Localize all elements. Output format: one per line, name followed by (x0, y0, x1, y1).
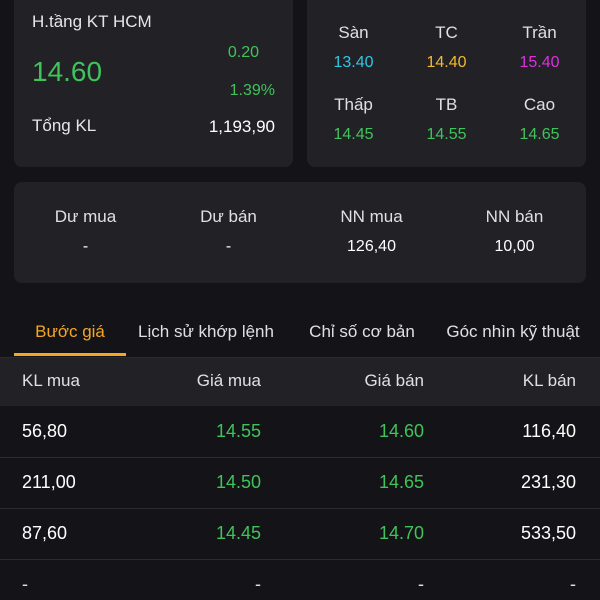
price-change-percent: 1.39% (229, 82, 275, 99)
detail-tabs: Bước giá Lịch sử khớp lệnh Chỉ số cơ bản… (14, 308, 600, 358)
ceiling-price: Trần 15.40 (493, 22, 586, 90)
tab-fundamentals[interactable]: Chỉ số cơ bản (309, 322, 415, 341)
reference-value: 15.40 (519, 54, 560, 71)
flow-value: - (225, 238, 232, 255)
sell-volume: 231,30 (520, 472, 576, 492)
reference-label: Trần (522, 23, 557, 42)
buy-volume: 56,80 (22, 421, 68, 441)
reference-label: TC (435, 23, 458, 42)
reference-label: TB (435, 95, 458, 114)
low-price: Thấp 14.45 (307, 94, 400, 162)
reference-value: 14.40 (426, 54, 467, 71)
foreign-sell: NN bán 10,00 (443, 206, 586, 258)
tabs-divider (0, 357, 600, 358)
price-change: 0.20 (227, 44, 259, 61)
sell-volume: - (570, 574, 576, 594)
flow-label: Dư bán (200, 207, 257, 226)
sell-price: 14.70 (378, 523, 424, 543)
buy-volume: - (22, 574, 28, 594)
reference-value: 14.45 (333, 126, 374, 143)
reference-label: Thấp (334, 95, 373, 114)
table-row: 211,00 14.50 14.65 231,30 (0, 458, 600, 509)
tab-match-history[interactable]: Lịch sử khớp lệnh (138, 322, 274, 341)
sell-volume: 533,50 (520, 523, 576, 543)
flow-label: NN mua (340, 207, 403, 226)
reference-label: Cao (523, 95, 556, 114)
high-price: Cao 14.65 (493, 94, 586, 162)
flow-value: 10,00 (494, 238, 535, 255)
reference-label: Sàn (338, 23, 369, 42)
order-flow-card: Dư mua - Dư bán - NN mua 126,40 NN bán 1… (14, 182, 586, 283)
order-book-header: KL mua Giá mua Giá bán KL bán (0, 358, 600, 406)
tab-price-steps[interactable]: Bước giá (14, 308, 126, 356)
sell-price: - (418, 574, 424, 594)
buy-price: 14.50 (215, 472, 261, 492)
tab-technical-view[interactable]: Góc nhìn kỹ thuật (446, 322, 580, 341)
average-price: TB 14.55 (400, 94, 493, 162)
buy-price: 14.55 (215, 421, 261, 441)
buy-volume: 211,00 (22, 472, 76, 492)
sell-price: 14.60 (378, 421, 424, 441)
reference-value: 13.40 (333, 54, 374, 71)
floor-price: Sàn 13.40 (307, 22, 400, 90)
buy-volume: 87,60 (22, 523, 68, 543)
sell-volume: 116,40 (522, 421, 576, 441)
flow-label: NN bán (485, 207, 544, 226)
reference-price: TC 14.40 (400, 22, 493, 90)
header-sell-price: Giá bán (364, 371, 424, 390)
reference-prices-card: Sàn 13.40 TC 14.40 Trần 15.40 Thấp 14.45… (307, 0, 586, 167)
stock-summary-card: H.tầng KT HCM 14.60 0.20 1.39% Tổng KL 1… (14, 0, 293, 167)
header-sell-volume: KL bán (522, 371, 576, 390)
buy-price: - (255, 574, 261, 594)
current-price: 14.60 (32, 56, 103, 87)
remaining-buy: Dư mua - (14, 206, 157, 258)
reference-value: 14.65 (519, 126, 560, 143)
flow-value: - (82, 238, 89, 255)
foreign-buy: NN mua 126,40 (300, 206, 443, 258)
buy-price: 14.45 (215, 523, 261, 543)
remaining-sell: Dư bán - (157, 206, 300, 258)
order-flow-grid: Dư mua - Dư bán - NN mua 126,40 NN bán 1… (14, 206, 586, 258)
flow-label: Dư mua (54, 207, 117, 226)
table-row: 87,60 14.45 14.70 533,50 (0, 509, 600, 560)
sell-price: 14.65 (378, 472, 424, 492)
flow-value: 126,40 (347, 238, 396, 255)
table-row: 56,80 14.55 14.60 116,40 (0, 407, 600, 458)
total-volume-label: Tổng KL (32, 116, 97, 135)
reference-value: 14.55 (426, 126, 467, 143)
header-buy-volume: KL mua (22, 371, 80, 390)
reference-prices-grid: Sàn 13.40 TC 14.40 Trần 15.40 Thấp 14.45… (307, 22, 586, 162)
exchange-name: H.tầng KT HCM (32, 12, 152, 31)
total-volume-value: 1,193,90 (208, 117, 275, 136)
table-row: - - - - (0, 560, 600, 600)
header-buy-price: Giá mua (196, 371, 261, 390)
